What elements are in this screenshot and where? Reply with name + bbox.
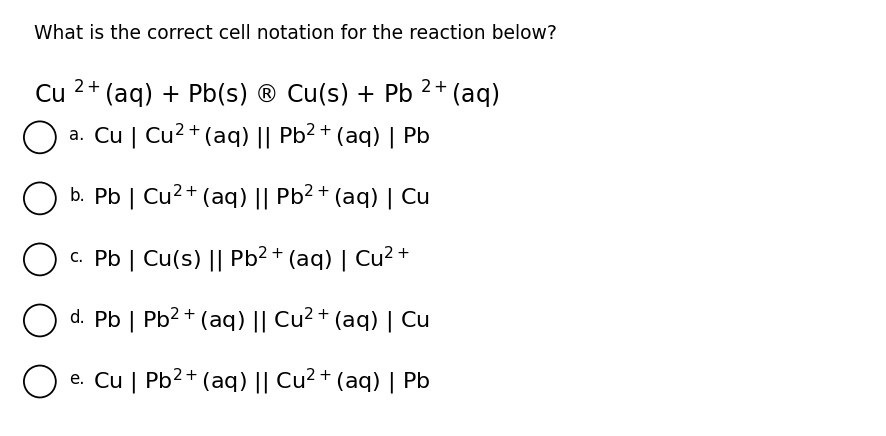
Text: e.: e. — [69, 370, 84, 388]
Text: c.: c. — [69, 248, 83, 266]
Text: Pb | Cu$^{2+}$(aq) || Pb$^{2+}$(aq) | Cu: Pb | Cu$^{2+}$(aq) || Pb$^{2+}$(aq) | Cu — [93, 183, 430, 214]
Text: b.: b. — [69, 187, 85, 205]
Text: Cu | Cu$^{2+}$(aq) || Pb$^{2+}$(aq) | Pb: Cu | Cu$^{2+}$(aq) || Pb$^{2+}$(aq) | Pb — [93, 122, 431, 153]
Text: d.: d. — [69, 309, 85, 327]
Text: What is the correct cell notation for the reaction below?: What is the correct cell notation for th… — [34, 24, 556, 43]
Text: a.: a. — [69, 126, 84, 144]
Text: Pb | Pb$^{2+}$(aq) || Cu$^{2+}$(aq) | Cu: Pb | Pb$^{2+}$(aq) || Cu$^{2+}$(aq) | Cu — [93, 305, 430, 336]
Text: Cu $^{2+}$(aq) + Pb(s) ® Cu(s) + Pb $^{2+}$(aq): Cu $^{2+}$(aq) + Pb(s) ® Cu(s) + Pb $^{2… — [34, 78, 499, 111]
Text: Cu | Pb$^{2+}$(aq) || Cu$^{2+}$(aq) | Pb: Cu | Pb$^{2+}$(aq) || Cu$^{2+}$(aq) | Pb — [93, 366, 431, 397]
Text: Pb | Cu(s) || Pb$^{2+}$(aq) | Cu$^{2+}$: Pb | Cu(s) || Pb$^{2+}$(aq) | Cu$^{2+}$ — [93, 244, 410, 275]
